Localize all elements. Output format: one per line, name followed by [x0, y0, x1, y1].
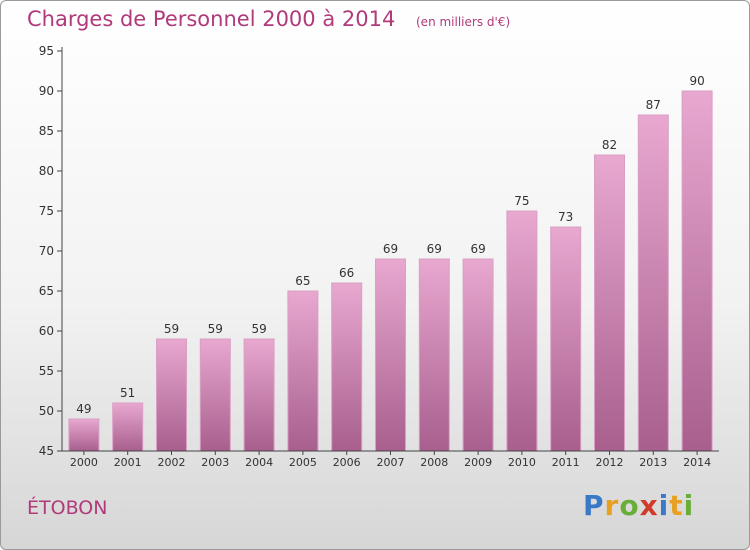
y-tick-label: 60 [39, 324, 54, 338]
x-tick-label: 2014 [683, 456, 711, 469]
chart-title: Charges de Personnel 2000 à 2014 (en mil… [27, 7, 510, 31]
bar-value-label: 73 [558, 210, 573, 224]
y-tick-label: 80 [39, 164, 54, 178]
x-tick-label: 2009 [464, 456, 492, 469]
logo-letter: r [604, 489, 620, 522]
bar-2002 [156, 338, 187, 452]
logo-letter: o [619, 489, 640, 522]
bar-2007 [375, 258, 406, 452]
bar-value-label: 87 [646, 98, 661, 112]
x-tick-label: 2007 [377, 456, 405, 469]
bar-2001 [112, 402, 144, 452]
proxiti-logo: Proxiti [583, 489, 694, 522]
town-name: ÉTOBON [27, 497, 108, 519]
bar-value-label: 69 [470, 242, 485, 256]
y-tick-label: 65 [39, 284, 54, 298]
bar-2011 [550, 226, 582, 452]
x-tick-label: 2003 [201, 456, 229, 469]
x-tick-label: 2011 [552, 456, 580, 469]
y-tick-label: 55 [39, 364, 54, 378]
bar-value-label: 90 [689, 74, 704, 88]
bar-2003 [199, 338, 231, 452]
x-tick-label: 2006 [333, 456, 361, 469]
logo-letter: P [583, 489, 605, 522]
bar-2013 [637, 114, 669, 452]
bar-2014 [681, 90, 713, 452]
bar-value-label: 59 [164, 322, 179, 336]
x-tick-label: 2005 [289, 456, 317, 469]
x-tick-label: 2008 [420, 456, 448, 469]
x-tick-label: 2000 [70, 456, 98, 469]
bar-value-label: 69 [427, 242, 442, 256]
bar-2000 [68, 418, 100, 452]
x-tick-label: 2013 [639, 456, 667, 469]
x-tick-label: 2010 [508, 456, 536, 469]
bar-value-label: 66 [339, 266, 354, 280]
y-tick-label: 95 [39, 44, 54, 58]
y-tick-label: 45 [39, 444, 54, 458]
bar-value-label: 49 [76, 402, 91, 416]
chart-subtitle: (en milliers d'€) [416, 15, 511, 29]
bar-2006 [331, 282, 363, 452]
bar-2005 [287, 290, 319, 452]
bars-group: 49 51 59 59 59 65 66 69 69 69 75 73 82 87 90 [68, 74, 713, 452]
y-tick-label: 85 [39, 124, 54, 138]
bar-2010 [506, 210, 538, 452]
bar-2004 [243, 338, 275, 452]
x-tick-label: 2001 [114, 456, 142, 469]
bar-value-label: 51 [120, 386, 135, 400]
axes-group: 2000 2001 2002 2003 2004 2005 2006 2007 2008 2009… [39, 44, 719, 469]
bar-value-label: 65 [295, 274, 310, 288]
x-tick-label: 2012 [596, 456, 624, 469]
logo-letter: i [658, 489, 670, 522]
y-tick-label: 90 [39, 84, 54, 98]
y-tick-label: 50 [39, 404, 54, 418]
y-tick-label: 70 [39, 244, 54, 258]
bar-value-label: 69 [383, 242, 398, 256]
bar-value-label: 75 [514, 194, 529, 208]
bar-value-label: 82 [602, 138, 617, 152]
chart-title-text: Charges de Personnel 2000 à 2014 [27, 7, 396, 31]
logo-letter: t [669, 489, 684, 522]
bar-2009 [462, 258, 494, 452]
bar-2012 [594, 154, 625, 452]
y-tick-label: 75 [39, 204, 54, 218]
logo-letter: i [683, 489, 695, 522]
x-tick-label: 2004 [245, 456, 273, 469]
bar-2008 [418, 258, 450, 452]
logo-letter: x [639, 489, 659, 522]
x-tick-label: 2002 [158, 456, 186, 469]
bar-value-label: 59 [251, 322, 266, 336]
bar-value-label: 59 [208, 322, 223, 336]
